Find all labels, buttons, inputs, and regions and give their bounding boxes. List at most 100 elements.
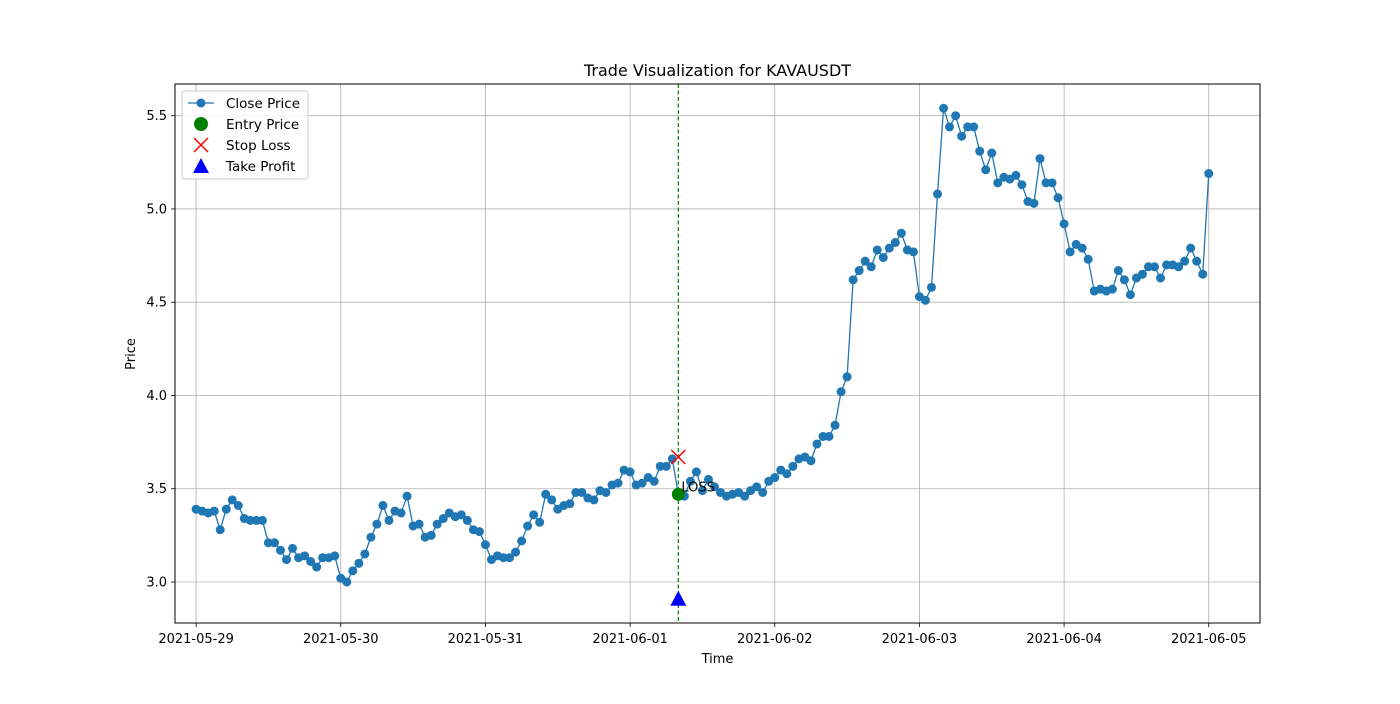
- close-price-line: [195, 107, 1210, 583]
- close-price-point: [1137, 269, 1147, 279]
- chart-title: Trade Visualization for KAVAUSDT: [583, 61, 851, 80]
- close-price-point: [908, 247, 918, 257]
- close-price-point: [372, 519, 382, 529]
- close-price-point: [637, 478, 647, 488]
- close-price-point: [939, 103, 949, 113]
- close-price-point: [752, 482, 762, 492]
- series-layer: [191, 103, 1214, 587]
- close-price-point: [1017, 180, 1027, 190]
- close-price-point: [529, 510, 539, 520]
- close-price-point: [981, 165, 991, 175]
- close-price-point: [685, 476, 695, 486]
- close-price-point: [1107, 284, 1117, 294]
- close-price-point: [951, 111, 961, 121]
- close-price-point: [1186, 243, 1196, 253]
- legend-marker-entry-price: [194, 117, 208, 131]
- close-price-point: [233, 501, 243, 510]
- close-price-point: [1198, 269, 1208, 279]
- close-price-point: [758, 487, 768, 497]
- stop-loss-marker: [670, 449, 686, 465]
- close-price-point: [426, 530, 436, 540]
- x-tick-label: 2021-05-31: [448, 632, 524, 647]
- x-tick-label: 2021-05-30: [303, 632, 379, 647]
- close-price-point: [1059, 219, 1069, 229]
- legend-label-close-price: Close Price: [226, 96, 300, 112]
- close-price-point: [854, 266, 864, 276]
- x-tick-label: 2021-05-29: [158, 632, 234, 647]
- legend-box: [181, 90, 309, 180]
- close-price-point: [1029, 198, 1039, 208]
- close-price-point: [432, 519, 442, 529]
- close-price-point: [920, 295, 930, 305]
- legend: Close Price Entry Price Stop Loss Take P…: [181, 90, 309, 180]
- close-price-point: [1150, 262, 1160, 272]
- x-tick-label: 2021-06-02: [737, 632, 813, 647]
- close-price-point: [975, 146, 985, 156]
- close-price-point: [957, 131, 967, 141]
- close-price-point: [872, 245, 882, 255]
- close-price-point: [945, 122, 955, 132]
- x-axis-ticks: 2021-05-29 2021-05-30 2021-05-31 2021-06-01…: [158, 623, 1247, 647]
- close-price-point: [535, 517, 545, 527]
- x-tick-label: 2021-06-05: [1171, 632, 1247, 647]
- close-price-point: [505, 553, 515, 563]
- close-price-point: [884, 243, 894, 253]
- x-axis-label: Time: [701, 652, 734, 667]
- close-price-point: [215, 525, 225, 535]
- y-axis-ticks: 3.0 3.5 4.0 4.5 5.0 5.5: [146, 109, 175, 590]
- close-price-point: [703, 474, 713, 484]
- close-price-point: [282, 555, 292, 565]
- y-tick-label: 5.0: [146, 202, 167, 217]
- close-price-point: [1011, 170, 1021, 180]
- y-tick-label: 3.0: [146, 575, 167, 590]
- close-price-point: [414, 519, 424, 529]
- close-price-point: [275, 545, 285, 555]
- close-price-point: [848, 275, 858, 285]
- close-price-point: [1204, 169, 1214, 179]
- close-price-point: [830, 420, 840, 430]
- x-tick-label: 2021-06-04: [1026, 632, 1102, 647]
- legend-marker-close-price: [196, 98, 206, 108]
- close-price-point: [1077, 243, 1087, 253]
- close-price-point: [812, 439, 822, 449]
- y-tick-label: 3.5: [146, 482, 167, 497]
- close-price-point: [1047, 178, 1057, 188]
- close-price-point: [288, 543, 298, 553]
- close-price-point: [312, 562, 322, 572]
- close-price-point: [661, 461, 671, 471]
- close-price-point: [577, 487, 587, 497]
- close-price-point: [1083, 254, 1093, 264]
- close-price-point: [474, 527, 484, 537]
- close-price-point: [697, 486, 707, 496]
- close-price-point: [1156, 273, 1166, 283]
- close-price-point: [709, 482, 719, 492]
- close-price-point: [613, 478, 623, 488]
- close-price-point: [1180, 256, 1190, 266]
- close-price-point: [396, 508, 406, 518]
- close-price-point: [547, 495, 557, 505]
- close-price-point: [462, 515, 472, 525]
- x-tick-label: 2021-06-03: [882, 632, 958, 647]
- close-price-point: [1192, 256, 1202, 266]
- close-price-point: [1053, 193, 1063, 203]
- x-tick-label: 2021-06-01: [592, 632, 668, 647]
- close-price-point: [691, 467, 701, 477]
- close-price-point: [987, 148, 997, 158]
- close-price-point: [601, 487, 611, 497]
- close-price-point: [933, 189, 943, 199]
- close-price-point: [740, 491, 750, 501]
- grid: [175, 84, 1260, 623]
- close-price-point: [896, 228, 906, 238]
- close-price-point: [625, 467, 635, 477]
- legend-marker-take-profit: [193, 158, 209, 173]
- close-price-point: [209, 506, 219, 516]
- trade-markers: LOSS: [670, 449, 715, 606]
- close-price-point: [438, 514, 448, 524]
- legend-label-take-profit: Take Profit: [225, 159, 295, 175]
- close-price-point: [541, 489, 551, 499]
- close-price-point: [456, 510, 466, 520]
- close-price-point: [517, 536, 527, 546]
- legend-label-stop-loss: Stop Loss: [226, 138, 291, 154]
